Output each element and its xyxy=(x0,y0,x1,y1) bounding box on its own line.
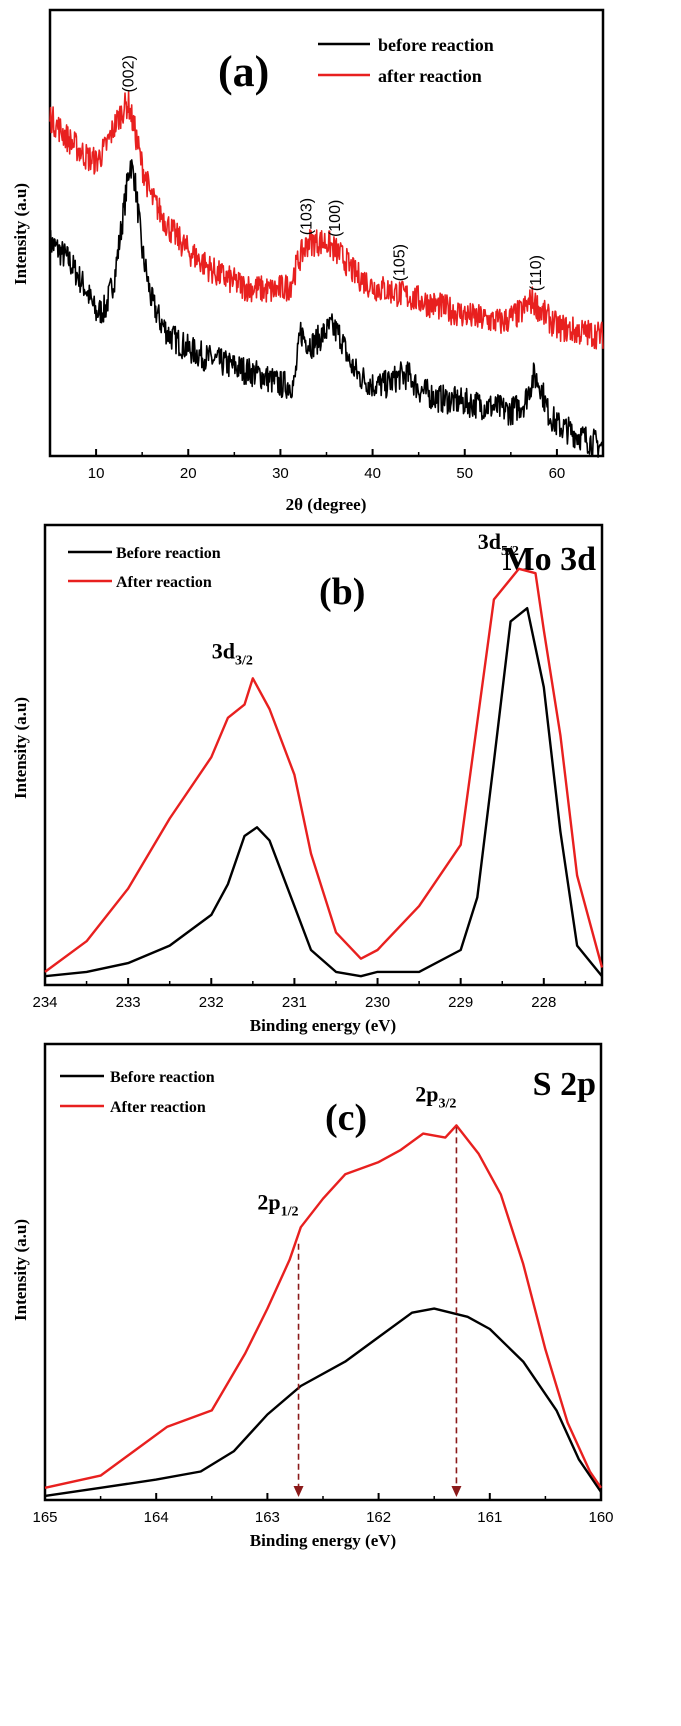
plot-frame-b xyxy=(43,523,604,987)
x-ticks-c: 165 164 163 162 161 160 xyxy=(32,1493,614,1526)
x-tick-label: 60 xyxy=(549,465,566,482)
x-tick-label: 40 xyxy=(364,465,381,482)
x-tick-label: 230 xyxy=(365,994,390,1011)
peak-label: (105) xyxy=(391,244,408,281)
peak-label: (100) xyxy=(327,200,344,237)
series-line-before-c xyxy=(44,1307,602,1498)
series-group-c xyxy=(44,1124,602,1498)
x-axis-label-a: 2θ (degree) xyxy=(286,495,367,514)
peak-labels-c: 2p1/2 2p3/2 xyxy=(257,1081,462,1497)
peak-labels-b: 3d3/2 3d5/2 xyxy=(212,529,519,669)
x-tick-label: 162 xyxy=(366,1509,391,1526)
legend-label-before-c: Before reaction xyxy=(110,1069,215,1086)
panel-label-a: (a) xyxy=(218,47,269,96)
x-axis-label-b: Binding energy (eV) xyxy=(250,1016,396,1035)
panel-c: S 2p (c) Before reaction After reaction … xyxy=(11,1042,614,1550)
peak-marker-arrowhead xyxy=(451,1486,462,1497)
x-tick-label: 20 xyxy=(180,465,197,482)
peak-labels-a: (002) (103) (100) (105) (110) xyxy=(120,55,544,291)
x-tick-label: 165 xyxy=(32,1509,57,1526)
series-line-after-a xyxy=(49,91,604,350)
x-tick-label: 30 xyxy=(272,465,289,482)
series-line-after-b xyxy=(44,567,604,973)
x-tick-label: 234 xyxy=(32,994,57,1011)
legend-b: Before reaction After reaction xyxy=(68,545,221,591)
legend-label-after-b: After reaction xyxy=(116,574,212,591)
y-axis-label-a: Intensity (a.u) xyxy=(11,183,30,285)
x-axis-label-c: Binding energy (eV) xyxy=(250,1531,396,1550)
y-axis-label-c: Intensity (a.u) xyxy=(11,1219,30,1321)
x-tick-label: 160 xyxy=(588,1509,613,1526)
panel-title-c: S 2p xyxy=(533,1066,596,1103)
series-group-b xyxy=(44,567,604,978)
legend-label-before-a: before reaction xyxy=(378,35,494,55)
x-tick-label: 229 xyxy=(448,994,473,1011)
series-line-before-b xyxy=(44,607,603,978)
x-tick-label: 50 xyxy=(456,465,473,482)
x-tick-label: 228 xyxy=(531,994,556,1011)
legend-label-before-b: Before reaction xyxy=(116,545,221,562)
x-tick-label: 232 xyxy=(199,994,224,1011)
panel-label-b: (b) xyxy=(319,571,365,613)
peak-label: 2p3/2 xyxy=(415,1081,456,1111)
peak-label: 2p1/2 xyxy=(257,1190,298,1220)
legend-label-after-a: after reaction xyxy=(378,66,482,86)
y-axis-label-b: Intensity (a.u) xyxy=(11,697,30,799)
peak-marker-arrowhead xyxy=(293,1486,304,1497)
panel-a: (a) before reaction after reaction (002)… xyxy=(11,8,605,514)
panel-b: Mo 3d (b) Before reaction After reaction… xyxy=(11,523,604,1035)
peak-label: (002) xyxy=(120,55,137,92)
peak-label: 3d5/2 xyxy=(478,529,519,559)
x-tick-label: 233 xyxy=(116,994,141,1011)
x-tick-label: 161 xyxy=(477,1509,502,1526)
panel-title-b: Mo 3d xyxy=(503,541,597,578)
x-tick-label: 231 xyxy=(282,994,307,1011)
peak-label: 3d3/2 xyxy=(212,638,253,668)
peak-label: (110) xyxy=(528,255,545,291)
series-line-after-c xyxy=(44,1124,602,1489)
peak-label: (103) xyxy=(298,198,315,235)
x-tick-label: 164 xyxy=(144,1509,169,1526)
x-tick-label: 163 xyxy=(255,1509,280,1526)
legend-label-after-c: After reaction xyxy=(110,1099,206,1116)
legend-a: before reaction after reaction xyxy=(318,35,494,86)
legend-c: Before reaction After reaction xyxy=(60,1069,215,1116)
series-line-before-a xyxy=(49,159,604,458)
panel-label-c: (c) xyxy=(325,1097,367,1139)
x-ticks-b: 234 233 232 231 230 229 228 xyxy=(32,978,587,1011)
x-ticks-a: 10 20 30 40 50 60 xyxy=(49,449,604,482)
series-group-a xyxy=(49,91,604,458)
x-tick-label: 10 xyxy=(88,465,105,482)
